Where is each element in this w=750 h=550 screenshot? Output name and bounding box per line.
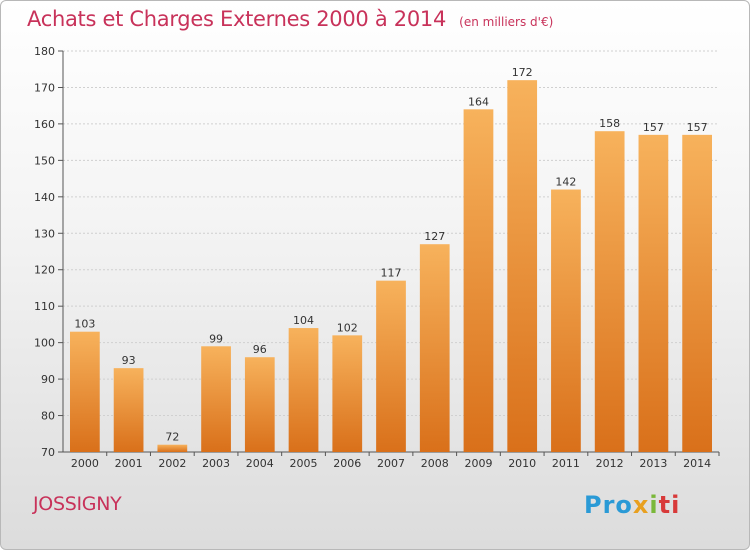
chart-title-block: Achats et Charges Externes 2000 à 2014 (…	[27, 7, 553, 31]
x-tick-label-2010: 2010	[508, 457, 536, 470]
bar-2014	[682, 134, 713, 452]
y-tick-label: 130	[34, 227, 55, 240]
y-tick-label: 120	[34, 264, 55, 277]
bar-2006	[332, 335, 363, 452]
x-tick-label-2002: 2002	[158, 457, 186, 470]
data-label-2009: 164	[468, 95, 489, 108]
data-label-2004: 96	[253, 343, 267, 356]
data-label-2011: 142	[555, 176, 576, 189]
y-tick-label: 70	[41, 446, 55, 459]
x-tick-label-2014: 2014	[683, 457, 711, 470]
y-tick-label: 80	[41, 410, 55, 423]
bar-2007	[376, 280, 406, 452]
x-tick-label-2013: 2013	[639, 457, 667, 470]
bar-2011	[551, 189, 581, 452]
data-label-2012: 158	[599, 117, 620, 130]
proxiti-logo: Proxiti	[584, 491, 681, 519]
x-tick-label-2012: 2012	[596, 457, 624, 470]
bar-2004	[244, 357, 275, 452]
data-label-2014: 157	[687, 121, 708, 134]
data-label-2005: 104	[293, 314, 314, 327]
data-label-2006: 102	[337, 321, 358, 334]
x-tick-label-2006: 2006	[333, 457, 361, 470]
y-tick-label: 170	[34, 81, 55, 94]
data-label-2007: 117	[381, 267, 402, 280]
data-label-2001: 93	[122, 354, 136, 367]
data-label-2008: 127	[424, 230, 445, 243]
x-tick-label-2007: 2007	[377, 457, 405, 470]
bar-2005	[288, 328, 319, 452]
y-tick-label: 110	[34, 300, 55, 313]
commune-name: JOSSIGNY	[33, 493, 122, 515]
bar-2010	[507, 80, 538, 452]
x-tick-label-2008: 2008	[421, 457, 449, 470]
bar-2003	[201, 346, 231, 452]
x-tick-label-2000: 2000	[71, 457, 99, 470]
chart-title: Achats et Charges Externes 2000 à 2014	[27, 7, 447, 31]
x-tick-label-2005: 2005	[290, 457, 318, 470]
data-label-2000: 103	[74, 318, 95, 331]
data-label-2010: 172	[512, 66, 533, 79]
data-label-2003: 99	[209, 332, 223, 345]
data-label-2013: 157	[643, 121, 664, 134]
y-tick-label: 180	[34, 45, 55, 58]
bar-2013	[638, 134, 669, 452]
bar-2009	[463, 109, 494, 452]
bar-2002	[157, 444, 188, 452]
chart-subtitle: (en milliers d'€)	[459, 15, 554, 29]
bar-2001	[113, 368, 144, 452]
y-tick-label: 160	[34, 118, 55, 131]
bar-2008	[419, 244, 450, 452]
bar-2012	[594, 131, 625, 452]
y-tick-label: 100	[34, 337, 55, 350]
x-tick-label-2011: 2011	[552, 457, 580, 470]
x-tick-label-2003: 2003	[202, 457, 230, 470]
y-tick-label: 90	[41, 373, 55, 386]
x-tick-label-2004: 2004	[246, 457, 274, 470]
y-tick-label: 140	[34, 191, 55, 204]
data-label-2002: 72	[165, 431, 179, 444]
y-tick-label: 150	[34, 154, 55, 167]
bar-2000	[69, 331, 100, 452]
x-tick-label-2001: 2001	[115, 457, 143, 470]
x-tick-label-2009: 2009	[464, 457, 492, 470]
